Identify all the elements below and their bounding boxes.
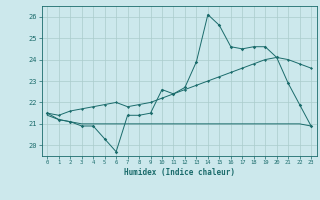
X-axis label: Humidex (Indice chaleur): Humidex (Indice chaleur) xyxy=(124,168,235,177)
